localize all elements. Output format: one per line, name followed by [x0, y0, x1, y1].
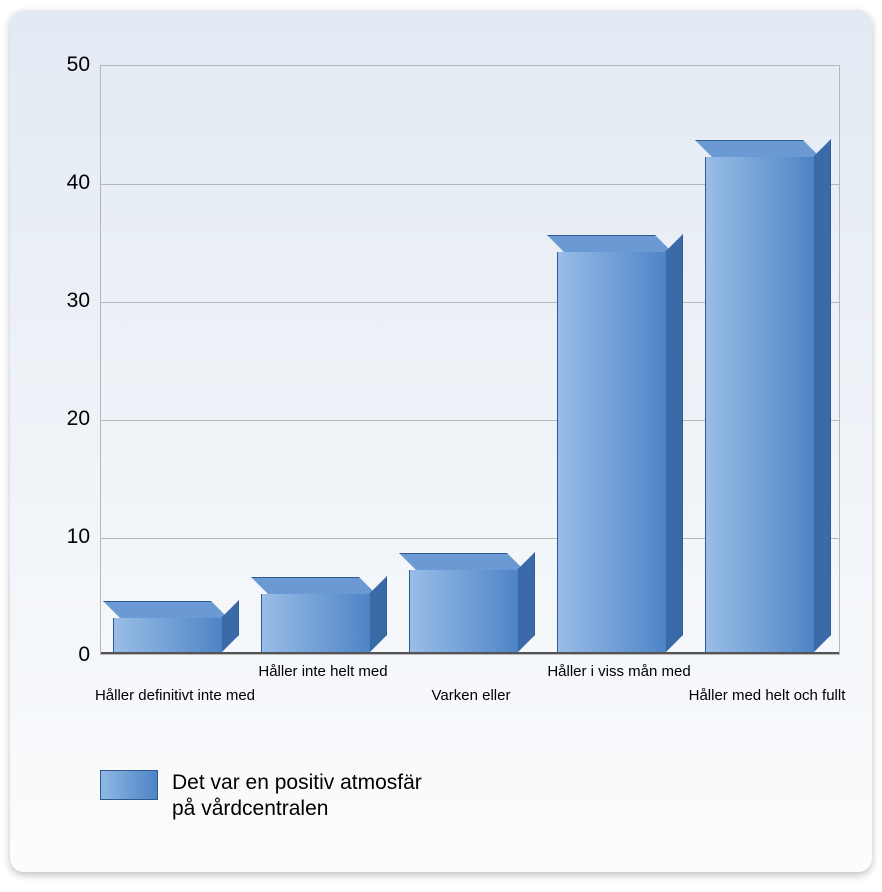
y-tick-label: 20: [30, 407, 90, 431]
x-category-label: Håller med helt och fullt: [647, 687, 882, 704]
legend: Det var en positiv atmosfär på vårdcentr…: [100, 770, 422, 823]
bar: [101, 64, 249, 654]
x-category-label: Håller definitivt inte med: [55, 687, 295, 704]
y-tick-label: 40: [30, 171, 90, 195]
y-tick-label: 50: [30, 53, 90, 77]
x-category-label: Håller inte helt med: [203, 663, 443, 680]
y-tick-label: 10: [30, 525, 90, 549]
y-tick-label: 0: [30, 643, 90, 667]
x-category-label: Håller i viss mån med: [499, 663, 739, 680]
bar: [693, 64, 841, 654]
x-axis-line: [101, 652, 839, 654]
bar: [545, 64, 693, 654]
y-tick-label: 30: [30, 289, 90, 313]
legend-swatch: [100, 770, 158, 800]
bar: [249, 64, 397, 654]
chart-card: 0 10 20 30 40 50 Håller definitivt inte med Hå…: [10, 10, 872, 872]
plot-area: [100, 65, 840, 655]
x-category-label: Varken eller: [351, 687, 591, 704]
legend-label: Det var en positiv atmosfär på vårdcentr…: [172, 770, 422, 823]
bar: [397, 64, 545, 654]
